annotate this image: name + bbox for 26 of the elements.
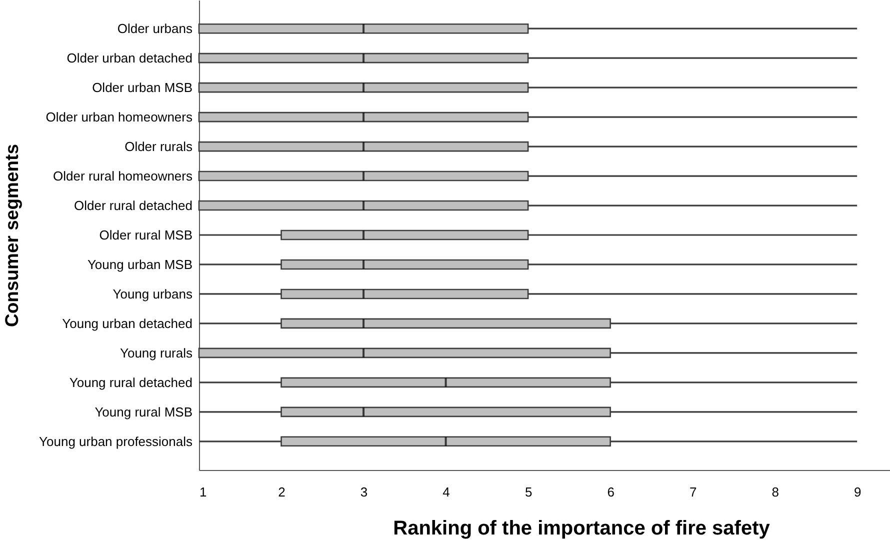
y-tick-label: Young urbans: [112, 286, 193, 302]
x-tick-label: 2: [278, 484, 286, 500]
x-tick-label: 4: [442, 484, 450, 500]
x-axis-title: Ranking of the importance of fire safety: [393, 518, 771, 540]
x-tick-label: 8: [772, 484, 779, 500]
x-tick-label: 7: [689, 484, 697, 500]
y-tick-label: Older rural homeowners: [53, 168, 193, 184]
y-tick-label: Older rurals: [124, 139, 193, 154]
x-tick-label: 9: [854, 484, 862, 500]
x-tick-label: 1: [200, 484, 207, 500]
y-tick-label: Older urbans: [117, 21, 193, 36]
x-tick-label: 3: [360, 484, 368, 500]
y-tick-label: Young rural detached: [69, 374, 192, 390]
y-axis-title: Consumer segments: [1, 144, 22, 327]
y-tick-label: Older urban detached: [66, 50, 192, 66]
y-tick-label: Older urban homeowners: [46, 110, 193, 125]
x-tick-label: 5: [524, 484, 532, 500]
y-tick-label: Young urban detached: [62, 316, 192, 331]
y-tick-label: Older rural detached: [74, 198, 192, 214]
y-tick-label: Older urban MSB: [92, 80, 192, 96]
y-tick-label: Older rural MSB: [99, 228, 192, 242]
y-tick-label: Young urban MSB: [87, 256, 192, 272]
y-tick-label: Young rural MSB: [94, 404, 192, 420]
y-tick-label: Young urban professionals: [39, 434, 193, 449]
y-tick-label: Young rurals: [120, 345, 193, 360]
x-tick-label: 6: [607, 484, 614, 500]
